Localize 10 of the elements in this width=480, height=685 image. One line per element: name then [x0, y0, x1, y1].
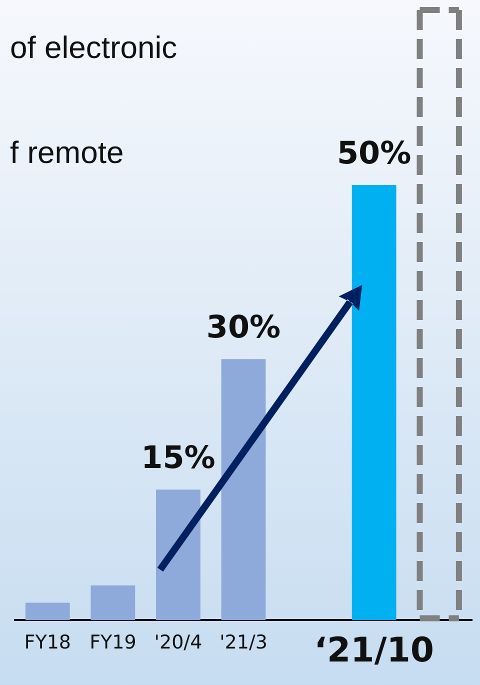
x-tick-label: '20/4: [154, 632, 202, 654]
text: of electronic: [10, 30, 178, 66]
data-label: 15%: [141, 440, 216, 476]
x-tick-label: ‘21/10: [314, 630, 434, 670]
x-tick-label: FY19: [90, 632, 136, 654]
data-label: 50%: [336, 136, 412, 172]
data-label: 30%: [206, 310, 281, 346]
text: f remote: [10, 135, 124, 171]
x-tick-label: '21/3: [220, 632, 268, 654]
x-tick-label: FY18: [24, 632, 71, 654]
